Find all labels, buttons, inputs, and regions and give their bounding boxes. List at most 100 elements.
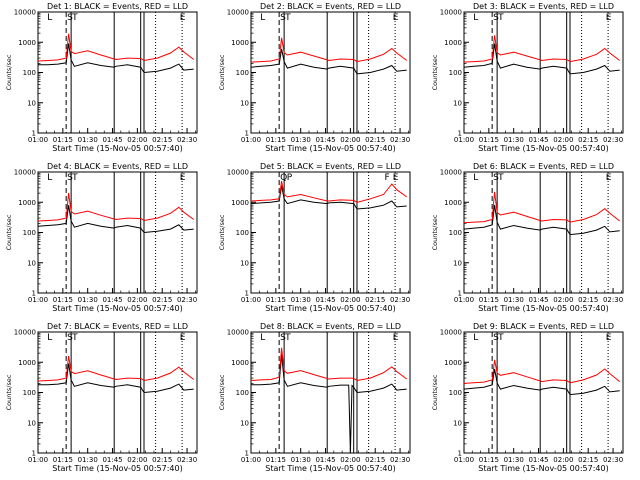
- detector-panel-6: Det 6: BLACK = Events, RED = LLD 1 10 100 10…: [431, 162, 624, 313]
- y-tick-label: 10: [27, 99, 36, 107]
- y-axis-label: Counts/sec: [431, 54, 439, 90]
- y-tick-label: 1: [245, 450, 249, 458]
- x-tick-label: 02:15: [152, 296, 172, 304]
- y-tick-label: 100: [23, 69, 36, 77]
- x-axis-label: Start Time (15-Nov-05 00:57:40): [478, 464, 608, 473]
- x-tick-label: 01:45: [102, 136, 122, 144]
- time-marker-label: F: [385, 173, 390, 183]
- x-tick-label: 01:00: [28, 296, 48, 304]
- y-tick-label: 10000: [14, 329, 36, 337]
- time-marker-label: S: [280, 13, 286, 23]
- x-tick-label: 02:00: [127, 296, 147, 304]
- x-tick-label: 01:30: [504, 296, 524, 304]
- y-tick-label: 1: [458, 290, 462, 298]
- x-tick-label: 02:30: [390, 136, 410, 144]
- x-tick-label: 01:30: [504, 456, 524, 464]
- time-marker-label: L: [47, 13, 52, 23]
- y-tick-label: 10000: [227, 329, 249, 337]
- x-axis-label: Start Time (15-Nov-05 00:57:40): [52, 304, 182, 313]
- series-lld-line: [463, 191, 621, 224]
- time-marker-label: Q: [280, 173, 287, 183]
- panel-title: Det 8: BLACK = Events, RED = LLD: [260, 322, 401, 331]
- plot-frame: [250, 171, 411, 294]
- x-tick-label: 01:15: [53, 136, 73, 144]
- time-marker-label: S: [493, 13, 499, 23]
- series-events-line: [463, 43, 620, 75]
- x-tick-label: 01:30: [291, 456, 311, 464]
- panel-title: Det 7: BLACK = Events, RED = LLD: [47, 322, 188, 331]
- time-marker-label: E: [393, 173, 399, 183]
- y-tick-label: 10: [240, 259, 249, 267]
- panel-title: Det 3: BLACK = Events, RED = LLD: [473, 2, 614, 11]
- y-tick-label: 10: [240, 419, 249, 427]
- y-tick-label: 100: [236, 69, 249, 77]
- y-tick-label: 1: [32, 130, 36, 138]
- y-tick-label: 1: [245, 290, 249, 298]
- y-tick-label: 100: [236, 229, 249, 237]
- y-tick-label: 10000: [440, 9, 462, 17]
- y-tick-label: 10: [27, 259, 36, 267]
- time-marker-label: T: [497, 173, 504, 183]
- time-marker-label: E: [606, 333, 612, 343]
- series-events-line: [250, 185, 407, 210]
- y-tick-label: 10: [27, 419, 36, 427]
- y-tick-label: 10000: [14, 169, 36, 177]
- series-lld-line: [37, 356, 195, 382]
- time-marker-label: T: [71, 13, 78, 23]
- time-marker-label: T: [497, 13, 504, 23]
- x-axis-label: Start Time (15-Nov-05 00:57:40): [478, 304, 608, 313]
- series-lld-line: [250, 347, 407, 382]
- y-axis-label: Counts/sec: [218, 214, 226, 250]
- x-tick-label: 02:15: [578, 456, 598, 464]
- x-tick-label: 01:30: [504, 136, 524, 144]
- x-tick-label: 01:45: [315, 456, 335, 464]
- time-marker-label: S: [67, 333, 73, 343]
- y-tick-label: 1000: [18, 39, 36, 47]
- y-tick-label: 10000: [440, 169, 462, 177]
- y-tick-label: 10: [453, 259, 462, 267]
- x-tick-label: 02:00: [340, 456, 360, 464]
- x-tick-label: 02:00: [340, 296, 360, 304]
- y-tick-label: 100: [23, 229, 36, 237]
- x-tick-label: 02:15: [152, 136, 172, 144]
- detector-panel-8: Det 8: BLACK = Events, RED = LLD 1 10 100 10…: [218, 322, 411, 473]
- x-tick-label: 01:00: [454, 296, 474, 304]
- y-axis-label: Counts/sec: [431, 214, 439, 250]
- panel-title: Det 6: BLACK = Events, RED = LLD: [473, 162, 614, 171]
- time-marker-label: T: [284, 333, 291, 343]
- panel-title: Det 9: BLACK = Events, RED = LLD: [473, 322, 614, 331]
- x-tick-label: 02:30: [603, 136, 623, 144]
- y-tick-label: 10: [240, 99, 249, 107]
- plot-frame: [463, 11, 624, 134]
- series-events-line: [463, 368, 620, 396]
- x-axis-label: Start Time (15-Nov-05 00:57:40): [265, 464, 395, 473]
- x-tick-label: 01:00: [241, 136, 261, 144]
- series-lld-line: [250, 181, 407, 203]
- detector-panel-5: Det 5: BLACK = Events, RED = LLD 1 10 100 10…: [218, 162, 411, 313]
- series-events-line: [38, 43, 194, 74]
- panel-title: Det 1: BLACK = Events, RED = LLD: [47, 2, 188, 11]
- y-axis-label: Counts/sec: [5, 54, 13, 90]
- x-axis-label: Start Time (15-Nov-05 00:57:40): [478, 144, 608, 153]
- time-marker-label: L: [473, 333, 478, 343]
- x-tick-label: 02:30: [177, 456, 197, 464]
- x-tick-label: 01:15: [479, 296, 499, 304]
- x-tick-label: 01:00: [241, 296, 261, 304]
- x-tick-label: 01:45: [528, 456, 548, 464]
- y-tick-label: 1: [458, 130, 462, 138]
- y-tick-label: 10000: [440, 329, 462, 337]
- y-axis-label: Counts/sec: [431, 374, 439, 410]
- x-tick-label: 02:15: [365, 136, 385, 144]
- series-lld-line: [463, 35, 621, 63]
- y-tick-label: 1000: [18, 359, 36, 367]
- time-marker-label: L: [260, 13, 265, 23]
- x-tick-label: 01:15: [479, 136, 499, 144]
- y-tick-label: 1000: [231, 39, 249, 47]
- y-axis-label: Counts/sec: [218, 374, 226, 410]
- x-tick-label: 01:30: [291, 296, 311, 304]
- x-tick-label: 01:00: [28, 136, 48, 144]
- y-tick-label: 1000: [444, 39, 462, 47]
- y-tick-label: 10000: [14, 9, 36, 17]
- y-tick-label: 100: [449, 69, 462, 77]
